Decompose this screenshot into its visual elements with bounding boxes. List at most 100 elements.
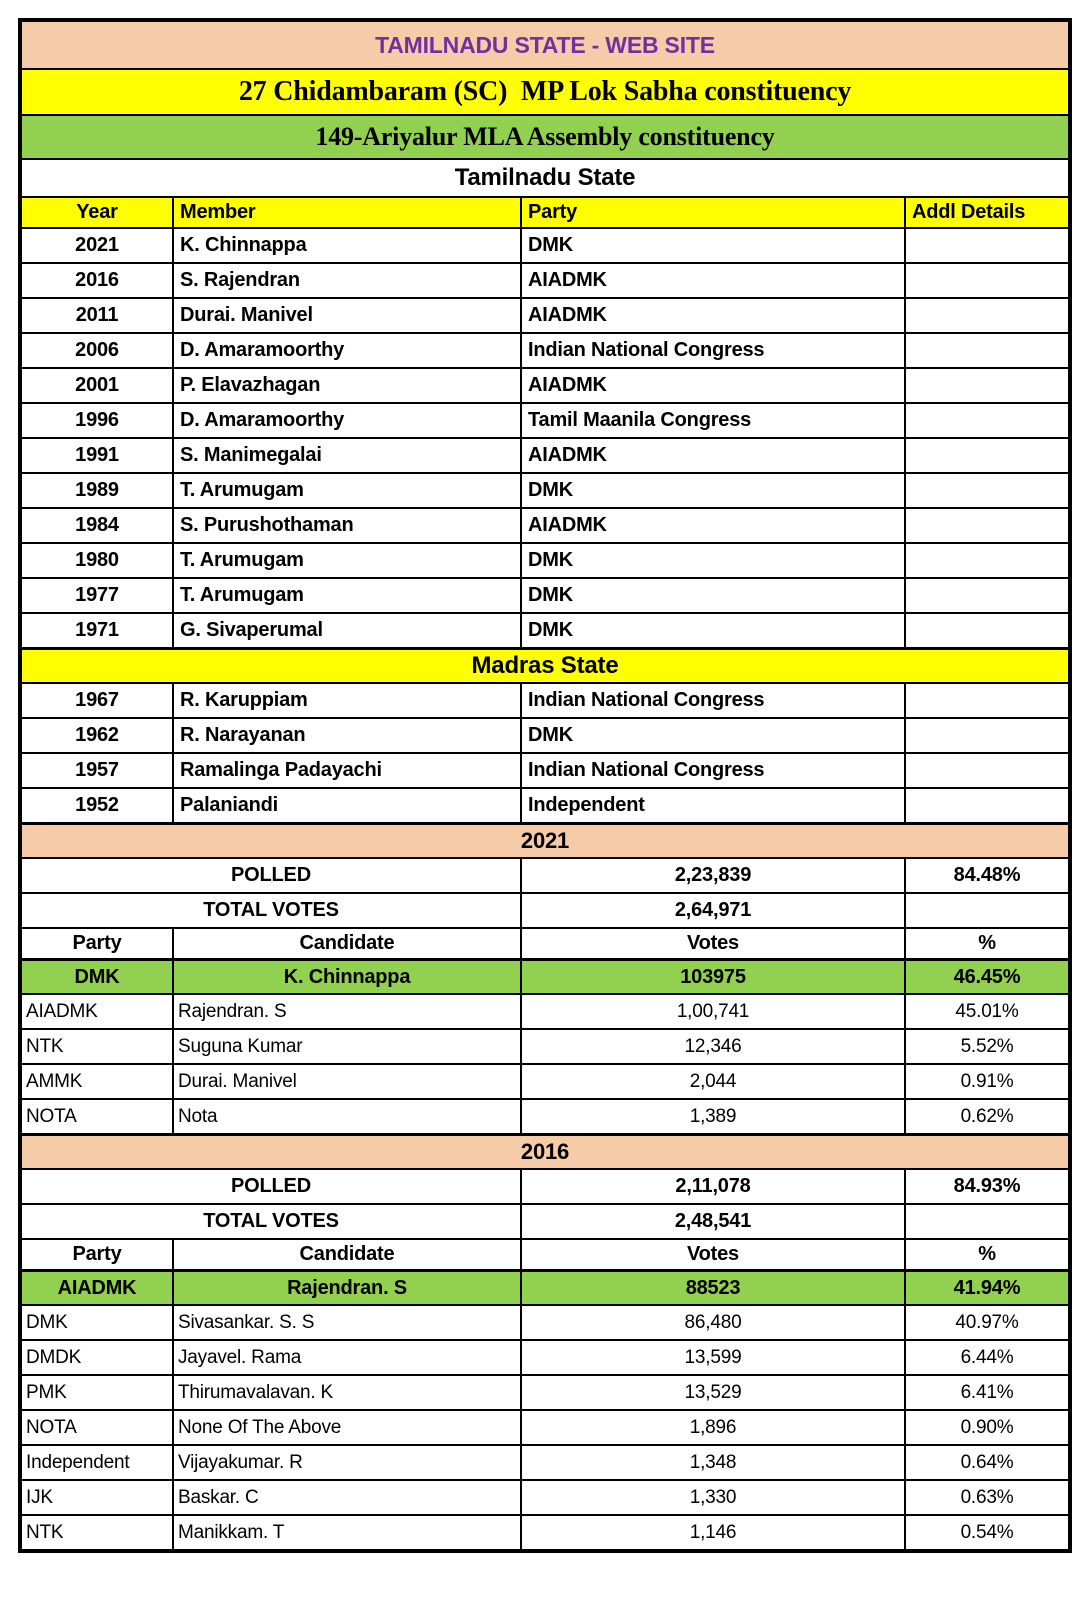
member-addl-details xyxy=(904,754,1068,787)
member-year: 1996 xyxy=(75,409,119,431)
member-addl-details xyxy=(904,439,1068,472)
site-title: TAMILNADU STATE - WEB SITE xyxy=(375,31,715,58)
result-party: NOTA xyxy=(26,1416,77,1438)
member-year: 2016 xyxy=(75,269,119,291)
member-addl-details xyxy=(904,579,1068,612)
member-row: 1967 R. Karuppiam Indian National Congre… xyxy=(22,682,1068,717)
members-header-row: Year Member Party Addl Details xyxy=(22,196,1068,227)
member-party: AIADMK xyxy=(520,509,904,542)
polled-label: POLLED xyxy=(231,1175,311,1197)
total-votes-row-2021: TOTAL VOTES 2,64,971 xyxy=(22,892,1068,927)
member-party: Tamil Maanila Congress xyxy=(520,404,904,437)
member-name: Palaniandi xyxy=(172,789,520,822)
total-votes-pct-empty xyxy=(904,894,1068,927)
member-addl-details xyxy=(904,509,1068,542)
result-row: AMMK Durai. Manivel 2,044 0.91% xyxy=(22,1063,1068,1098)
member-row: 2021 K. Chinnappa DMK xyxy=(22,227,1068,262)
member-party: Independent xyxy=(520,789,904,822)
result-candidate: Rajendran. S xyxy=(172,995,520,1028)
result-party: Independent xyxy=(26,1451,130,1473)
member-addl-details xyxy=(904,404,1068,437)
winner-pct: 41.94% xyxy=(904,1272,1068,1304)
member-party: DMK xyxy=(520,544,904,577)
result-pct: 40.97% xyxy=(904,1306,1068,1339)
member-year: 1989 xyxy=(75,479,119,501)
member-year: 1957 xyxy=(75,759,119,781)
members-header-addl: Addl Details xyxy=(904,198,1068,227)
member-year: 2006 xyxy=(75,339,119,361)
result-pct: 0.64% xyxy=(904,1446,1068,1479)
election-year-title: 2016 xyxy=(520,1139,570,1164)
result-party: NTK xyxy=(26,1521,64,1543)
result-votes: 1,00,741 xyxy=(520,995,904,1028)
result-row: NTK Suguna Kumar 12,346 5.52% xyxy=(22,1028,1068,1063)
member-year: 1971 xyxy=(75,619,119,641)
winner-votes: 88523 xyxy=(520,1272,904,1304)
member-name: G. Sivaperumal xyxy=(172,614,520,647)
result-votes: 1,330 xyxy=(520,1481,904,1514)
result-row: NTK Manikkam. T 1,146 0.54% xyxy=(22,1514,1068,1549)
result-votes: 1,146 xyxy=(520,1516,904,1549)
result-row: IJK Baskar. C 1,330 0.63% xyxy=(22,1479,1068,1514)
result-party: AIADMK xyxy=(26,1000,98,1022)
mla-constituency-title: 149-Ariyalur MLA Assembly constituency xyxy=(315,122,775,151)
polled-label: POLLED xyxy=(231,864,311,886)
members-header-year: Year xyxy=(76,201,118,223)
polled-pct: 84.48% xyxy=(904,859,1068,892)
winner-party: DMK xyxy=(74,965,120,988)
member-year: 1977 xyxy=(75,584,119,606)
member-row: 1952 Palaniandi Independent xyxy=(22,787,1068,822)
result-votes: 13,599 xyxy=(520,1341,904,1374)
member-row: 1989 T. Arumugam DMK xyxy=(22,472,1068,507)
member-party: Indian National Congress xyxy=(520,684,904,717)
result-party: DMK xyxy=(26,1311,68,1333)
winner-party: AIADMK xyxy=(57,1276,137,1299)
result-pct: 6.44% xyxy=(904,1341,1068,1374)
result-row: Independent Vijayakumar. R 1,348 0.64% xyxy=(22,1444,1068,1479)
member-year: 1967 xyxy=(75,689,119,711)
result-party: NTK xyxy=(26,1035,64,1057)
member-row: 2006 D. Amaramoorthy Indian National Con… xyxy=(22,332,1068,367)
member-party: AIADMK xyxy=(520,439,904,472)
member-row: 1980 T. Arumugam DMK xyxy=(22,542,1068,577)
member-row: 2016 S. Rajendran AIADMK xyxy=(22,262,1068,297)
polled-votes: 2,23,839 xyxy=(520,859,904,892)
polled-row-2016: POLLED 2,11,078 84.93% xyxy=(22,1168,1068,1203)
member-row: 1991 S. Manimegalai AIADMK xyxy=(22,437,1068,472)
result-candidate: None Of The Above xyxy=(172,1411,520,1444)
member-addl-details xyxy=(904,544,1068,577)
member-name: D. Amaramoorthy xyxy=(172,404,520,437)
winner-candidate: Rajendran. S xyxy=(172,1272,520,1304)
member-name: S. Purushothaman xyxy=(172,509,520,542)
polled-row-2021: POLLED 2,23,839 84.48% xyxy=(22,857,1068,892)
results-header-party: Party xyxy=(72,932,122,954)
mp-constituency-banner: 27 Chidambaram (SC) MP Lok Sabha constit… xyxy=(22,68,1068,114)
mla-constituency-banner: 149-Ariyalur MLA Assembly constituency xyxy=(22,114,1068,158)
member-party: AIADMK xyxy=(520,369,904,402)
result-votes: 2,044 xyxy=(520,1065,904,1098)
state-title-tamilnadu: Tamilnadu State xyxy=(454,164,636,191)
member-row: 1977 T. Arumugam DMK xyxy=(22,577,1068,612)
result-votes: 1,348 xyxy=(520,1446,904,1479)
result-pct: 0.90% xyxy=(904,1411,1068,1444)
result-candidate: Manikkam. T xyxy=(172,1516,520,1549)
results-rows-2021: AIADMK Rajendran. S 1,00,741 45.01% NTK … xyxy=(22,993,1068,1133)
result-row: AIADMK Rajendran. S 1,00,741 45.01% xyxy=(22,993,1068,1028)
mp-constituency-title: 27 Chidambaram (SC) MP Lok Sabha constit… xyxy=(238,76,852,107)
members-rows-madras: 1967 R. Karuppiam Indian National Congre… xyxy=(22,682,1068,822)
member-year: 1984 xyxy=(75,514,119,536)
result-votes: 13,529 xyxy=(520,1376,904,1409)
member-year: 2021 xyxy=(75,234,119,256)
member-name: Ramalinga Padayachi xyxy=(172,754,520,787)
member-row: 1962 R. Narayanan DMK xyxy=(22,717,1068,752)
state-title-banner-tamilnadu: Tamilnadu State xyxy=(22,158,1068,196)
result-votes: 1,389 xyxy=(520,1100,904,1133)
member-party: DMK xyxy=(520,579,904,612)
member-year: 2011 xyxy=(75,304,119,326)
member-name: T. Arumugam xyxy=(172,474,520,507)
result-party: NOTA xyxy=(26,1105,77,1127)
member-name: S. Manimegalai xyxy=(172,439,520,472)
member-year: 1980 xyxy=(75,549,119,571)
member-addl-details xyxy=(904,789,1068,822)
results-header-votes: Votes xyxy=(520,929,904,958)
